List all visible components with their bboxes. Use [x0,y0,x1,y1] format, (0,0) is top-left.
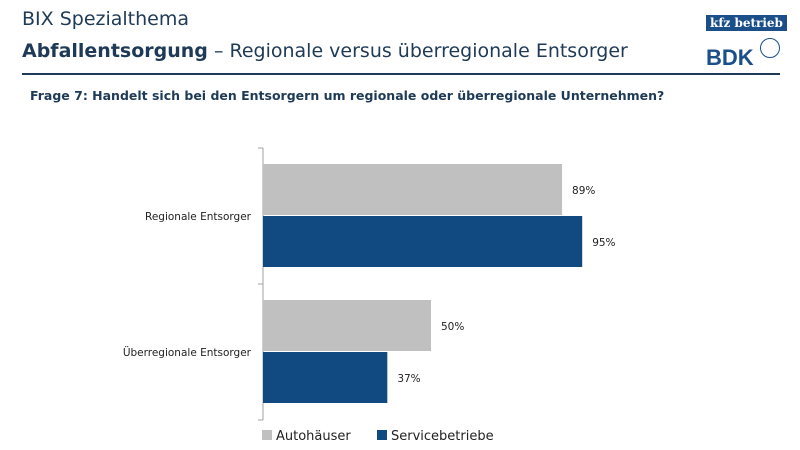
bar-autohäuser [263,164,563,215]
bdk-seal-icon [760,38,780,58]
legend-label: Servicebetriebe [391,429,494,444]
bdk-logo: BDK [706,45,754,70]
legend-swatch [262,430,272,440]
data-label: 37% [397,373,420,385]
bar-autohäuser [263,300,431,351]
bar-servicebetriebe [263,352,388,403]
legend-swatch [377,430,387,440]
bar-servicebetriebe [263,216,583,267]
data-label: 50% [441,321,464,333]
slide-subtitle: Abfallentsorgung – Regionale versus über… [22,40,628,62]
category-label: Regionale Entsorger [145,211,252,223]
subtitle-rest: – Regionale versus überregionale Entsorg… [207,40,628,62]
header-rule [22,73,780,75]
slide-title: BIX Spezialthema [22,8,190,30]
data-label: 95% [592,237,615,249]
category-label: Überregionale Entsorger [123,346,252,359]
kfz-betrieb-logo: kfz betrieb [706,15,787,31]
question-text: Frage 7: Handelt sich bei den Entsorgern… [30,88,665,103]
data-label: 89% [572,185,595,197]
subtitle-bold: Abfallentsorgung [22,40,208,62]
legend-label: Autohäuser [276,429,351,444]
